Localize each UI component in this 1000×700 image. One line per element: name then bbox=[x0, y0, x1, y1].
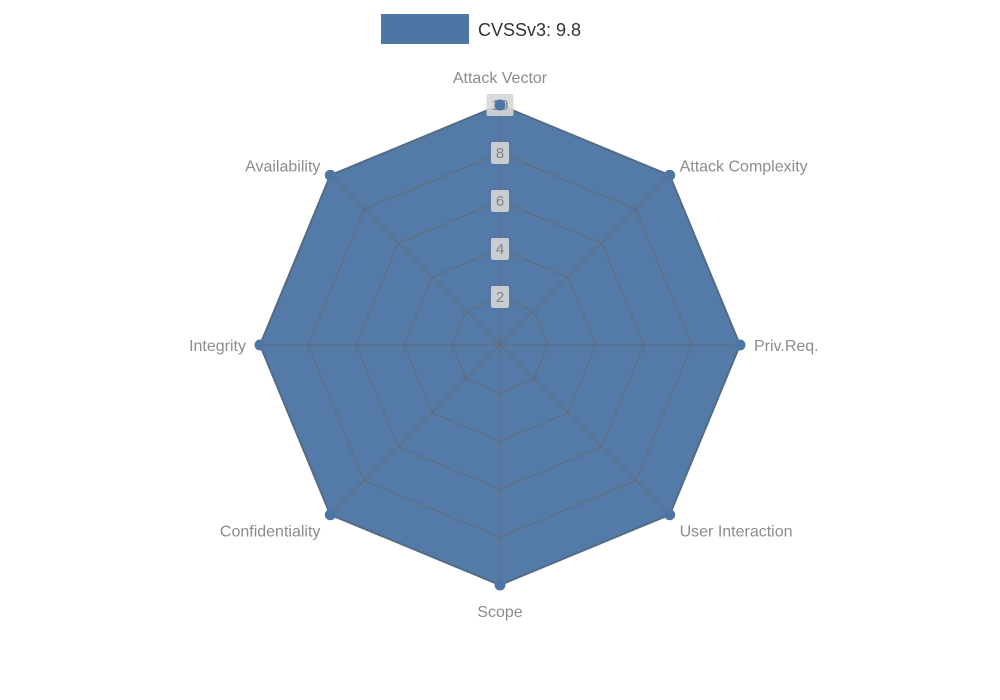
vertex-marker bbox=[254, 339, 266, 351]
vertex-marker bbox=[494, 579, 506, 591]
tick-label: 6 bbox=[496, 193, 504, 210]
grid-spoke bbox=[329, 174, 501, 346]
vertex-marker bbox=[494, 99, 506, 111]
vertex-marker bbox=[734, 339, 746, 351]
radar-tick-label-layer: 246810 bbox=[486, 94, 514, 308]
tick-label-bg bbox=[491, 142, 509, 164]
radar-axis-label-layer: Attack Vector Attack Complexity Priv.Req. U… bbox=[189, 70, 819, 621]
legend[interactable]: CVSSv3: 9.8 bbox=[381, 14, 581, 44]
axis-label-priv-req: Priv.Req. bbox=[754, 338, 819, 355]
grid-spoke bbox=[499, 344, 671, 516]
axis-label-user-interaction: User Interaction bbox=[680, 524, 793, 541]
radar-grid-layer bbox=[259, 104, 741, 586]
axis-label-attack-complexity: Attack Complexity bbox=[680, 158, 808, 175]
tick-label: 8 bbox=[496, 145, 504, 162]
radar-marker-layer bbox=[254, 99, 746, 591]
vertex-marker bbox=[664, 509, 676, 521]
tick-label-bg bbox=[491, 238, 509, 260]
grid-spoke bbox=[499, 174, 671, 346]
axis-label-scope: Scope bbox=[477, 604, 522, 621]
tick-label: 2 bbox=[496, 289, 504, 306]
axis-label-confidentiality: Confidentiality bbox=[220, 524, 321, 541]
axis-label-availability: Availability bbox=[245, 158, 320, 175]
tick-label: 4 bbox=[496, 241, 504, 258]
vertex-marker bbox=[324, 169, 336, 181]
grid-spoke bbox=[329, 344, 501, 516]
axis-label-attack-vector: Attack Vector bbox=[453, 70, 548, 87]
tick-label-bg bbox=[491, 190, 509, 212]
tick-label-bg bbox=[491, 286, 509, 308]
legend-label[interactable]: CVSSv3: 9.8 bbox=[478, 20, 581, 40]
vertex-marker bbox=[664, 169, 676, 181]
axis-label-integrity: Integrity bbox=[189, 338, 246, 355]
vertex-marker bbox=[324, 509, 336, 521]
legend-swatch[interactable] bbox=[381, 14, 469, 44]
